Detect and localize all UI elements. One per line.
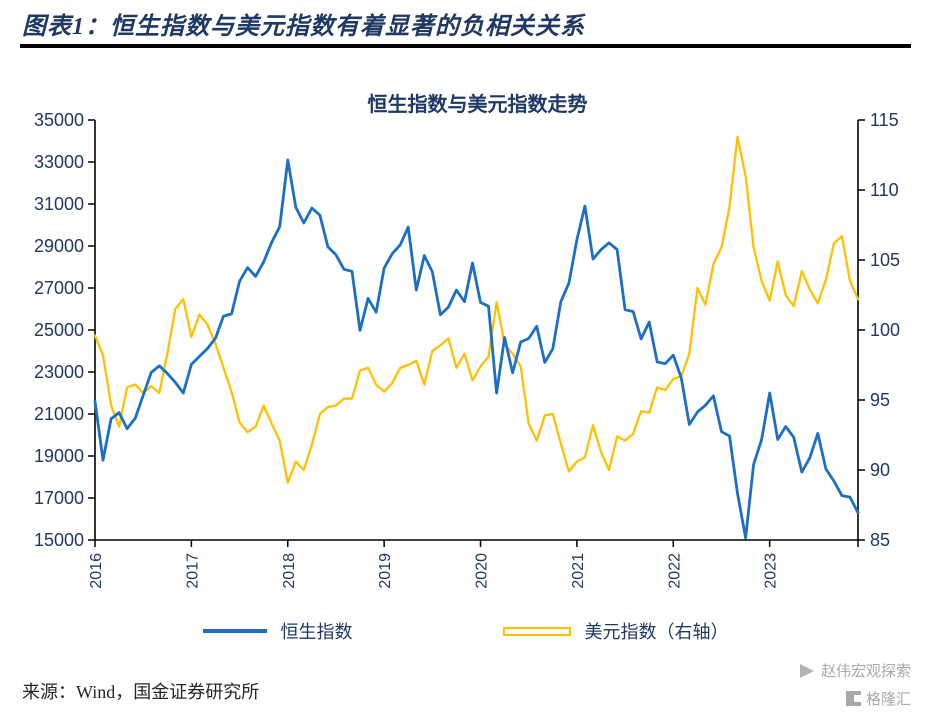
x-axis-tick-label: 2021 — [570, 553, 587, 589]
x-axis-tick-label: 2017 — [184, 553, 201, 589]
x-axis-tick-label: 2016 — [88, 553, 105, 589]
x-axis-tick-label: 2019 — [377, 553, 394, 589]
chart-canvas: 35000 33000 31000 29000 27000 25000 23000 21000… — [34, 110, 900, 589]
figure-title: 图表1：恒生指数与美元指数有着显著的负相关关系 — [22, 14, 585, 40]
x-axis-tick-label: 2022 — [666, 553, 683, 589]
left-axis-tick-label: 21000 — [34, 404, 84, 424]
dxy-series-line — [93, 135, 860, 484]
hsi-line-swatch — [202, 629, 267, 633]
left-axis-tick-label: 29000 — [34, 236, 84, 256]
watermark-platform-row: 格隆汇 — [800, 688, 911, 709]
left-axis-tick-label: 35000 — [34, 110, 84, 130]
x-axis-tick-label: 2020 — [474, 553, 491, 589]
right-axis-tick-label: 100 — [870, 320, 900, 340]
watermark-author-label: 赵伟宏观探索 — [820, 663, 911, 680]
watermark: 赵伟宏观探索 格隆汇 — [799, 660, 911, 709]
left-axis-tick-label: 33000 — [34, 152, 84, 172]
x-axis-tick-label: 2023 — [763, 553, 780, 589]
right-axis-tick-label: 95 — [870, 390, 890, 410]
gelonghui-logo-icon — [845, 691, 861, 706]
legend-label-hsi: 恒生指数 — [280, 622, 353, 642]
x-axis-tick-label: 2018 — [281, 553, 298, 589]
left-axis-tick-label: 19000 — [34, 446, 84, 466]
dxy-line-swatch — [502, 626, 571, 636]
right-axis-tick-label: 85 — [870, 530, 890, 550]
hsi-series-line — [93, 158, 860, 540]
left-axis-tick-label: 31000 — [34, 194, 84, 214]
right-axis-tick-label: 110 — [870, 180, 899, 200]
left-axis-tick-label: 15000 — [34, 530, 84, 550]
flag-icon — [799, 663, 814, 678]
left-axis-tick-label: 27000 — [34, 278, 84, 298]
chart-legend: 恒生指数 美元指数（右轴） — [0, 618, 931, 644]
right-axis-tick-label: 115 — [870, 110, 899, 130]
legend-label-dxy: 美元指数（右轴） — [584, 622, 729, 642]
title-underline — [20, 44, 911, 48]
source-note: 来源：Wind，国金证券研究所 — [22, 682, 260, 702]
left-axis-tick-label: 23000 — [34, 362, 84, 382]
left-axis-tick-label: 17000 — [34, 488, 84, 508]
chart-title: 恒生指数与美元指数走势 — [367, 94, 588, 116]
watermark-platform-label: 格隆汇 — [865, 691, 911, 708]
watermark-author-row: 赵伟宏观探索 — [799, 660, 911, 681]
left-axis-tick-label: 25000 — [34, 320, 84, 340]
right-axis-tick-label: 90 — [870, 460, 890, 480]
right-axis-tick-label: 105 — [870, 250, 900, 270]
legend-item-dxy: 美元指数（右轴） — [502, 618, 729, 644]
legend-item-hsi: 恒生指数 — [202, 618, 353, 644]
